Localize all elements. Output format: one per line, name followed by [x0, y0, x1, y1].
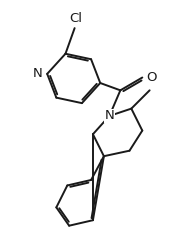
Text: N: N — [105, 109, 114, 122]
Text: O: O — [146, 71, 156, 84]
Text: N: N — [33, 67, 43, 80]
Text: Cl: Cl — [69, 12, 82, 25]
